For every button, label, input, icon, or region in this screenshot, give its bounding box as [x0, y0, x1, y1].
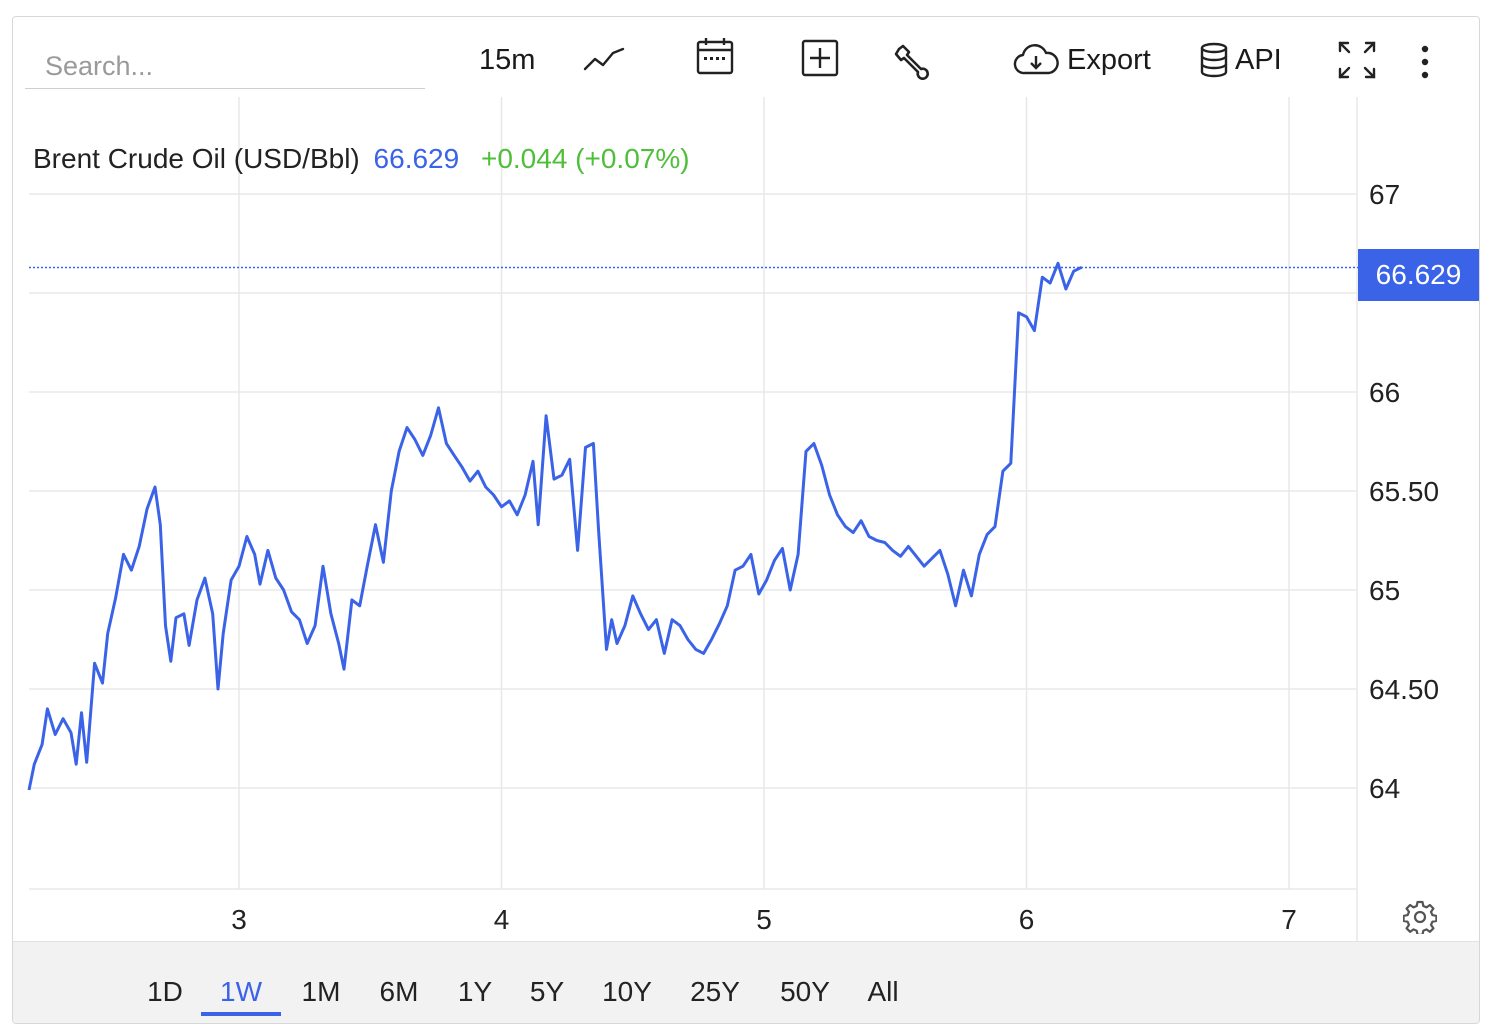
- range-1y[interactable]: 1Y: [457, 976, 493, 1007]
- export-label: Export: [1067, 43, 1151, 76]
- range-50y[interactable]: 50Y: [780, 976, 830, 1007]
- legend-change: +0.044 (+0.07%): [480, 143, 690, 174]
- y-tick-label: 67: [1369, 179, 1400, 210]
- wrench-icon[interactable]: [893, 41, 931, 83]
- price-series-line: [27, 261, 1083, 791]
- chart-widget: 15m: [12, 16, 1480, 1024]
- line-chart-icon[interactable]: [583, 39, 625, 81]
- range-1w[interactable]: 1W: [220, 976, 262, 1007]
- more-vertical-icon[interactable]: [1419, 41, 1431, 83]
- range-10y[interactable]: 10Y: [602, 976, 652, 1007]
- x-tick-label: 5: [756, 904, 772, 935]
- cloud-download-icon: [1013, 44, 1059, 76]
- database-icon: [1199, 42, 1229, 78]
- y-tick-label: 65: [1369, 575, 1400, 606]
- legend-price: 66.629: [373, 143, 460, 174]
- range-1m[interactable]: 1M: [301, 976, 341, 1007]
- api-button[interactable]: API: [1199, 39, 1282, 81]
- last-price-tag: 66.629: [1358, 249, 1479, 301]
- export-button[interactable]: Export: [1013, 39, 1151, 81]
- interval-selector[interactable]: 15m: [479, 39, 535, 81]
- x-tick-label: 3: [231, 904, 247, 935]
- y-tick-label: 64.50: [1369, 674, 1439, 705]
- plus-square-icon[interactable]: [801, 37, 839, 79]
- range-selector: 1D 1W 1M 6M 1Y 5Y 10Y 25Y 50Y All: [13, 941, 1479, 1023]
- range-5y[interactable]: 5Y: [529, 976, 565, 1007]
- x-tick-label: 6: [1019, 904, 1035, 935]
- toolbar: 15m: [13, 17, 1479, 97]
- x-tick-label: 7: [1281, 904, 1297, 935]
- x-tick-label: 4: [494, 904, 510, 935]
- y-tick-label: 64: [1369, 773, 1400, 804]
- calendar-icon[interactable]: [695, 35, 735, 77]
- y-tick-label: 65.50: [1369, 476, 1439, 507]
- instrument-name: Brent Crude Oil (USD/Bbl): [33, 143, 360, 174]
- interval-label: 15m: [479, 43, 536, 76]
- range-1d[interactable]: 1D: [147, 976, 183, 1007]
- expand-icon[interactable]: [1337, 39, 1377, 81]
- range-6m[interactable]: 6M: [379, 976, 419, 1007]
- search-input[interactable]: [25, 45, 425, 89]
- range-all[interactable]: All: [867, 976, 899, 1007]
- active-range-indicator: [201, 1012, 281, 1016]
- gear-icon[interactable]: [1402, 900, 1438, 939]
- y-tick-label: 66: [1369, 377, 1400, 408]
- api-label: API: [1235, 43, 1282, 76]
- chart-legend: Brent Crude Oil (USD/Bbl) 66.629 +0.044 …: [33, 143, 690, 175]
- range-25y[interactable]: 25Y: [690, 976, 740, 1007]
